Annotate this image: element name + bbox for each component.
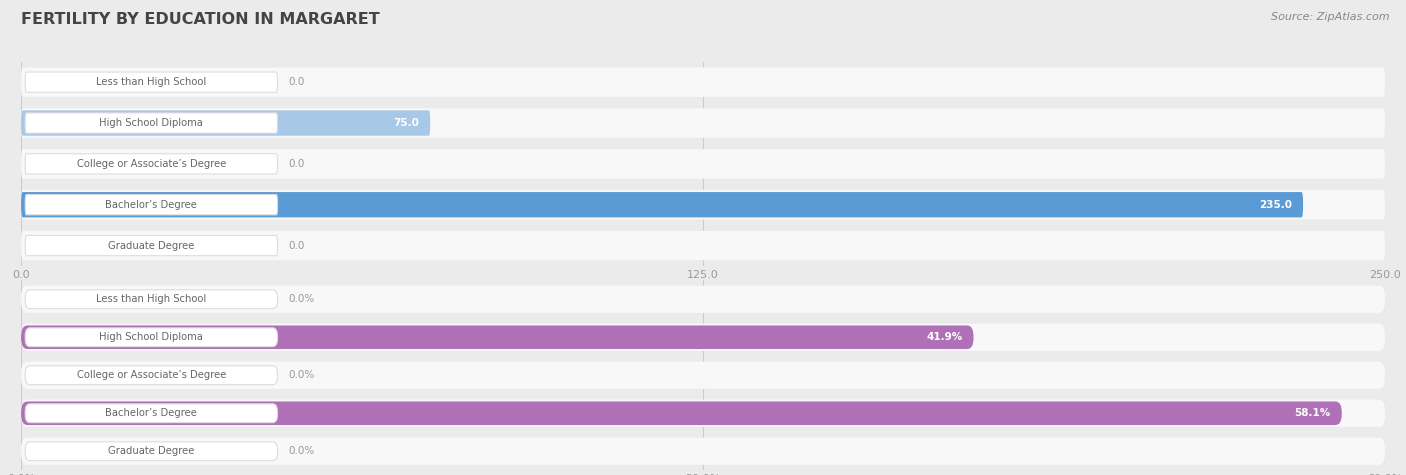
FancyBboxPatch shape [21, 110, 430, 136]
FancyBboxPatch shape [25, 404, 277, 423]
Text: Graduate Degree: Graduate Degree [108, 446, 194, 456]
FancyBboxPatch shape [21, 231, 1385, 260]
Text: Less than High School: Less than High School [96, 294, 207, 304]
Text: 41.9%: 41.9% [927, 332, 963, 342]
Text: Bachelor’s Degree: Bachelor’s Degree [105, 408, 197, 418]
FancyBboxPatch shape [21, 67, 1385, 97]
Text: College or Associate’s Degree: College or Associate’s Degree [77, 370, 226, 380]
FancyBboxPatch shape [25, 72, 277, 92]
FancyBboxPatch shape [21, 325, 973, 349]
FancyBboxPatch shape [25, 442, 277, 461]
Text: FERTILITY BY EDUCATION IN MARGARET: FERTILITY BY EDUCATION IN MARGARET [21, 12, 380, 27]
Text: 235.0: 235.0 [1260, 200, 1292, 210]
FancyBboxPatch shape [21, 190, 1385, 219]
Text: 0.0%: 0.0% [288, 294, 315, 304]
Text: College or Associate’s Degree: College or Associate’s Degree [77, 159, 226, 169]
FancyBboxPatch shape [25, 236, 277, 256]
Text: 0.0: 0.0 [288, 77, 305, 87]
FancyBboxPatch shape [25, 290, 277, 309]
FancyBboxPatch shape [21, 323, 1385, 351]
Text: 0.0: 0.0 [288, 159, 305, 169]
Text: 75.0: 75.0 [394, 118, 419, 128]
FancyBboxPatch shape [21, 401, 1341, 425]
FancyBboxPatch shape [25, 328, 277, 347]
FancyBboxPatch shape [21, 361, 1385, 389]
FancyBboxPatch shape [25, 113, 277, 133]
FancyBboxPatch shape [21, 399, 1385, 427]
FancyBboxPatch shape [21, 285, 1385, 313]
FancyBboxPatch shape [21, 108, 1385, 138]
Text: Less than High School: Less than High School [96, 77, 207, 87]
Text: 58.1%: 58.1% [1295, 408, 1331, 418]
Text: 0.0%: 0.0% [288, 370, 315, 380]
Text: Source: ZipAtlas.com: Source: ZipAtlas.com [1271, 12, 1389, 22]
FancyBboxPatch shape [21, 192, 1303, 218]
FancyBboxPatch shape [25, 366, 277, 385]
Text: 0.0%: 0.0% [288, 446, 315, 456]
Text: Graduate Degree: Graduate Degree [108, 240, 194, 251]
FancyBboxPatch shape [21, 149, 1385, 179]
Text: High School Diploma: High School Diploma [100, 118, 204, 128]
Text: High School Diploma: High School Diploma [100, 332, 204, 342]
Text: 0.0: 0.0 [288, 240, 305, 251]
FancyBboxPatch shape [25, 154, 277, 174]
Text: Bachelor’s Degree: Bachelor’s Degree [105, 200, 197, 210]
FancyBboxPatch shape [25, 195, 277, 215]
FancyBboxPatch shape [21, 437, 1385, 465]
